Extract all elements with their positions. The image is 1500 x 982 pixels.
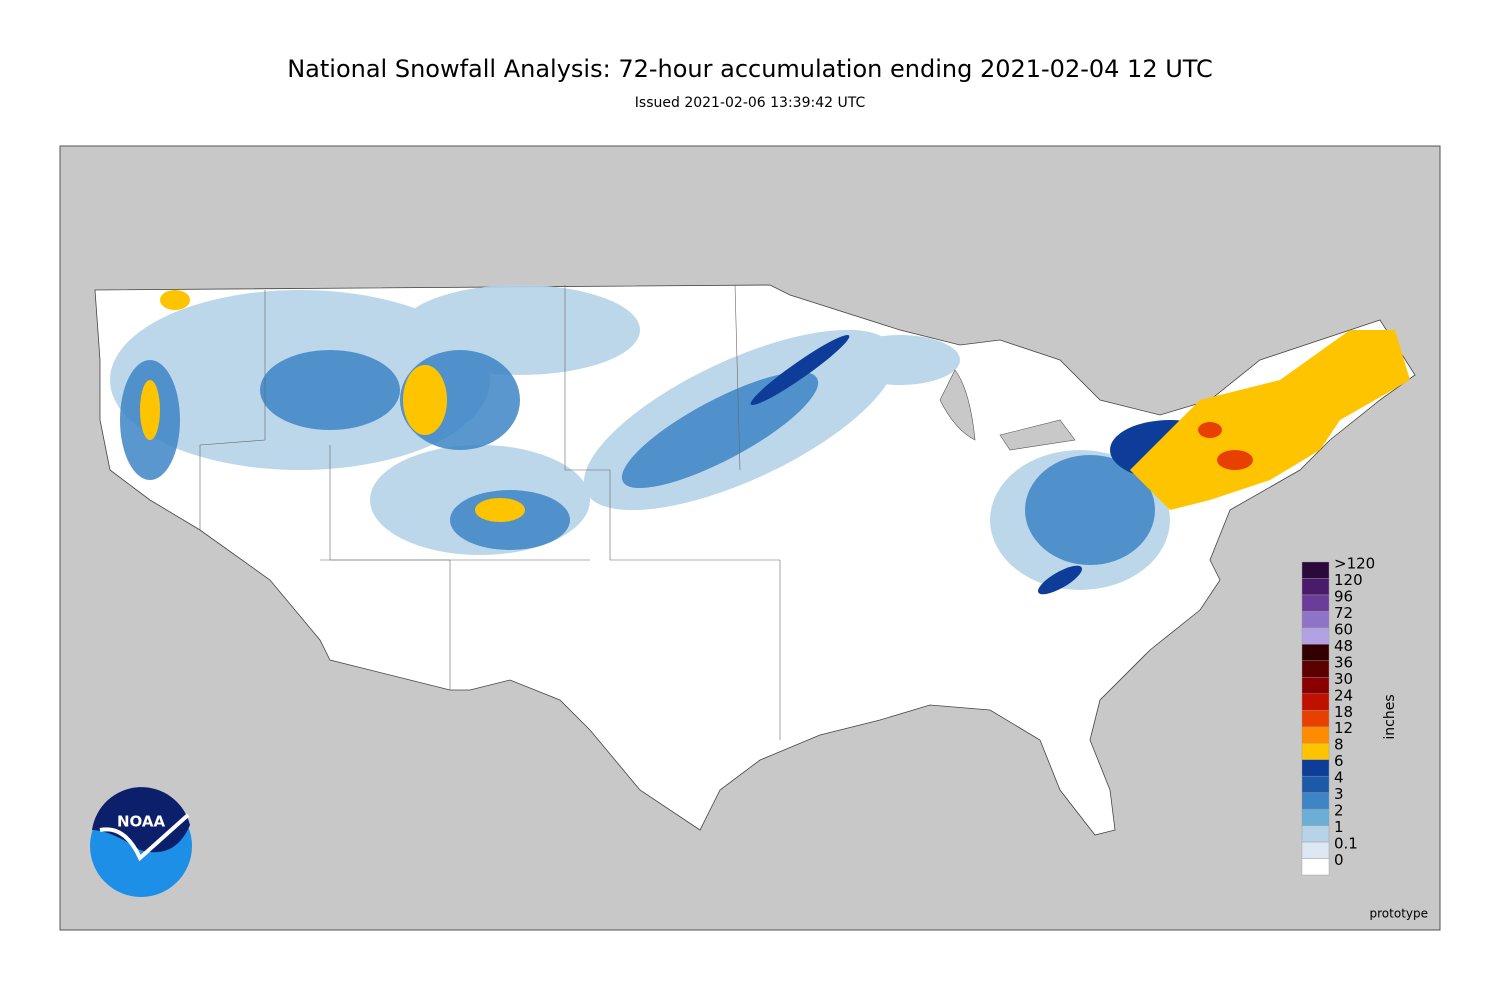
subtitle: Issued 2021-02-06 13:39:42 UTC xyxy=(635,95,866,111)
legend-swatch xyxy=(1301,825,1330,843)
legend-label: 6 xyxy=(1334,752,1344,770)
lake-michigan xyxy=(939,369,976,441)
legend-swatch xyxy=(1301,759,1330,777)
legend-label: 0.1 xyxy=(1334,835,1358,853)
legend-swatch xyxy=(1301,743,1330,760)
legend-label: 96 xyxy=(1334,587,1353,605)
title: National Snowfall Analysis: 72-hour accu… xyxy=(287,55,1213,83)
legend-swatch xyxy=(1301,660,1330,678)
legend-swatch xyxy=(1301,627,1330,645)
legend-swatch xyxy=(1301,726,1330,744)
legend-swatch xyxy=(1301,808,1330,826)
legend-label: 0 xyxy=(1334,851,1344,869)
legend-swatch xyxy=(1301,775,1330,793)
lake-erie xyxy=(999,419,1076,451)
legend-swatch xyxy=(1301,594,1330,612)
legend-swatch xyxy=(1301,644,1330,662)
legend-swatch xyxy=(1301,578,1330,596)
legend-swatch xyxy=(1301,561,1330,579)
legend-label: 120 xyxy=(1334,571,1363,589)
noaa-logo: NOAA xyxy=(90,787,192,897)
legend-unit: inches xyxy=(1382,694,1398,739)
legend-label: 8 xyxy=(1334,736,1344,754)
state-lines xyxy=(199,284,781,740)
legend-swatch xyxy=(1301,858,1330,876)
legend-swatch xyxy=(1301,611,1330,629)
legend-swatch xyxy=(1301,841,1330,859)
map-area: NOAA prototype xyxy=(59,145,1441,931)
legend-swatch xyxy=(1301,792,1330,810)
legend-label: 1 xyxy=(1334,818,1344,836)
legend-label: 36 xyxy=(1334,653,1353,671)
legend-label: 24 xyxy=(1334,686,1353,704)
legend-label: 12 xyxy=(1334,719,1353,737)
snow-orange xyxy=(140,290,1410,522)
legend-label: 2 xyxy=(1334,802,1344,820)
legend-label: 4 xyxy=(1334,769,1344,787)
logo-text: NOAA xyxy=(117,813,166,831)
legend-label: 30 xyxy=(1334,670,1353,688)
legend-swatch xyxy=(1301,693,1330,711)
legend-swatch xyxy=(1301,710,1330,727)
legend-label: 60 xyxy=(1334,620,1353,638)
snow-red xyxy=(1198,422,1253,470)
legend-label: 48 xyxy=(1334,637,1353,655)
legend-label: 18 xyxy=(1334,703,1353,721)
legend-label: 72 xyxy=(1334,604,1353,622)
prototype-note: prototype xyxy=(1370,907,1428,921)
legend-label: >120 xyxy=(1334,555,1375,573)
legend-label: 3 xyxy=(1334,785,1344,803)
legend-swatch xyxy=(1301,677,1330,694)
